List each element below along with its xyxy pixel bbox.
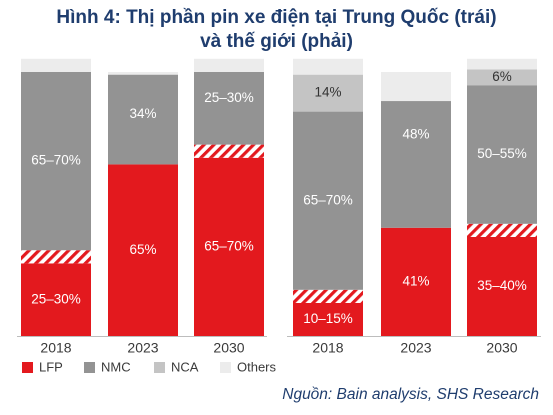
data-label-lfp-2030: 65–70% bbox=[204, 238, 254, 253]
bar-lfp-2018 bbox=[293, 303, 363, 336]
x-tick-label-2023: 2023 bbox=[400, 340, 431, 356]
bar-nmc-2023 bbox=[381, 101, 451, 228]
chart-title: Hình 4: Thị phần pin xe điện tại Trung Q… bbox=[0, 6, 553, 54]
bar-nca-2018 bbox=[293, 74, 363, 112]
chart-title-line-1: Hình 4: Thị phần pin xe điện tại Trung Q… bbox=[56, 7, 497, 28]
bar-others-2023 bbox=[108, 72, 178, 75]
data-label-lfp-2018: 25–30% bbox=[31, 291, 81, 306]
data-label-nmc-2030: 25–30% bbox=[204, 90, 254, 105]
data-label-lfp-2023: 41% bbox=[402, 273, 429, 288]
data-label-lfp-2030: 35–40% bbox=[477, 278, 527, 293]
legend-swatch-nca bbox=[154, 362, 165, 373]
data-label-nmc-2018: 65–70% bbox=[31, 153, 81, 168]
legend-swatch-nmc bbox=[84, 362, 95, 373]
legend-swatch-lfp bbox=[22, 362, 33, 373]
legend-label-nmc: NMC bbox=[101, 359, 131, 374]
bar-nmc-2030 bbox=[194, 72, 264, 145]
legend-label-nca: NCA bbox=[171, 359, 199, 374]
bar-lfp-2018 bbox=[21, 263, 91, 336]
x-tick-label-2030: 2030 bbox=[213, 340, 244, 356]
bar-lfp-2023 bbox=[108, 164, 178, 336]
data-label-nmc-2030: 50–55% bbox=[477, 146, 527, 161]
data-label-nca-2018: 14% bbox=[314, 85, 341, 100]
panel-global: 10–15%65–70%14%201841%48%0%202335–40%50–… bbox=[287, 58, 541, 356]
legend-label-lfp: LFP bbox=[39, 359, 63, 374]
x-tick-label-2018: 2018 bbox=[40, 340, 71, 356]
panel-china: 25–30% 65–70% 2018 65% 34% 2023 65–70% 25–30% 20… bbox=[17, 58, 267, 356]
uncertainty-band-2018 bbox=[293, 289, 363, 303]
bar-others-2018 bbox=[293, 58, 363, 75]
source-note: Nguồn: Bain analysis, SHS Research bbox=[282, 386, 539, 403]
bar-nmc-2030 bbox=[467, 85, 537, 224]
bar-others-2023 bbox=[381, 72, 451, 102]
x-tick-label-2018: 2018 bbox=[312, 340, 343, 356]
chart-title-line-2: và thế giới (phải) bbox=[200, 31, 353, 52]
data-label-nca-2030: 6% bbox=[492, 69, 512, 84]
x-tick-label-2030: 2030 bbox=[486, 340, 517, 356]
chart-legend: LFP NMC NCA Others bbox=[22, 359, 277, 374]
legend-swatch-others bbox=[220, 362, 231, 373]
legend-label-others: Others bbox=[237, 359, 277, 374]
uncertainty-band-2030 bbox=[467, 223, 537, 237]
bar-lfp-2030 bbox=[194, 157, 264, 336]
bar-nmc-2023 bbox=[108, 74, 178, 165]
bar-nmc-2018 bbox=[21, 72, 91, 251]
bar-others-2030 bbox=[467, 58, 537, 70]
bar-lfp-2023 bbox=[381, 227, 451, 336]
x-tick-label-2023: 2023 bbox=[127, 340, 158, 356]
data-label-nmc-2023: 34% bbox=[129, 106, 156, 121]
uncertainty-band-2030 bbox=[194, 144, 264, 158]
data-label-lfp-2023: 65% bbox=[129, 242, 156, 257]
bar-nmc-2018 bbox=[293, 111, 363, 290]
uncertainty-band-2018 bbox=[21, 250, 91, 264]
bar-others-2030 bbox=[194, 58, 264, 72]
data-label-nmc-2018: 65–70% bbox=[303, 192, 353, 207]
data-label-lfp-2018: 10–15% bbox=[303, 311, 353, 326]
data-label-nmc-2023: 48% bbox=[402, 127, 429, 142]
bar-others-2018 bbox=[21, 58, 91, 72]
bar-lfp-2030 bbox=[467, 237, 537, 336]
bar-nca-2030 bbox=[467, 69, 537, 86]
